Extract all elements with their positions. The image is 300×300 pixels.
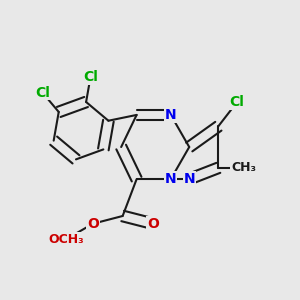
Text: OCH₃: OCH₃ <box>48 233 84 246</box>
Text: O: O <box>147 217 159 231</box>
Text: O: O <box>87 217 99 231</box>
Text: Cl: Cl <box>83 70 98 84</box>
Text: N: N <box>165 108 177 122</box>
Text: CH₃: CH₃ <box>231 161 256 174</box>
Text: N: N <box>183 172 195 186</box>
Text: N: N <box>165 172 177 186</box>
Text: Cl: Cl <box>35 85 50 100</box>
Text: Cl: Cl <box>230 95 244 110</box>
